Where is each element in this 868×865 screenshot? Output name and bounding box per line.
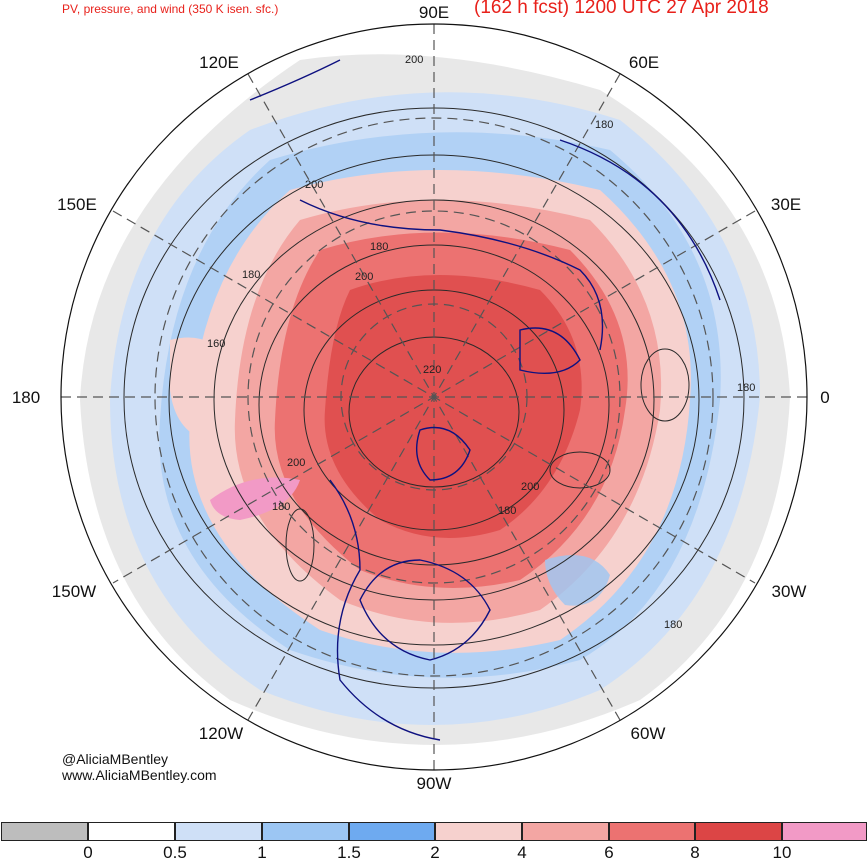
contour-label: 180 [272,501,290,513]
polar-map: 200 180 200 180 200 180 160 220 200 180 … [12,3,830,793]
contour-label: 180 [498,505,516,517]
lon-label-30w: 30W [772,582,807,601]
contour-labels: 200 180 200 180 200 180 160 220 200 180 … [207,54,755,631]
contour-label: 200 [521,481,539,493]
lon-label-60e: 60E [629,53,659,72]
legend-tick: 2 [430,843,440,862]
contour-label: 200 [287,457,305,469]
contour-label: 200 [355,271,373,283]
legend-tick: 10 [772,843,792,862]
lon-label-120w: 120W [199,724,243,743]
legend-tick: 6 [604,843,614,862]
legend-bin [782,822,867,841]
color-legend: 0 0.5 1 1.5 2 4 6 8 10 [0,820,868,865]
legend-tick: 4 [517,843,527,862]
legend-bin [88,822,175,841]
coastlines [249,59,721,741]
lon-label-120e: 120E [199,53,239,72]
legend-bin [609,822,695,841]
contour-label: 180 [664,619,682,631]
legend-bin [262,822,349,841]
legend-tick: 8 [690,843,700,862]
legend-bin [695,822,782,841]
legend-bin [435,822,522,841]
contour-label: 220 [423,364,441,376]
lon-label-90e: 90E [419,3,449,22]
legend-tick: 0.5 [163,843,187,862]
legend-tick: 1 [257,843,267,862]
lon-label-90w: 90W [417,774,452,793]
longitude-labels: 90E 60E 30E 0 30W 60W 90W 120W 150W 180 … [12,3,830,793]
legend-bin [349,822,435,841]
credit-website: www.AliciaMBentley.com [62,767,217,783]
product-title: PV, pressure, and wind (350 K isen. sfc.… [62,2,279,16]
legend-bin [1,822,88,841]
map-boundary [60,23,808,771]
map-disk: 200 180 200 180 200 180 160 220 200 180 … [61,24,807,770]
lon-label-180: 180 [12,388,40,407]
contour-label: 200 [405,54,423,66]
graticule [61,24,807,770]
contour-label: 180 [595,119,613,131]
contour-label: 160 [207,338,225,350]
lon-label-60w: 60W [631,724,666,743]
contour-label: 180 [737,382,755,394]
legend-tick: 1.5 [337,843,361,862]
valid-time-title: (162 h fcst) 1200 UTC 27 Apr 2018 [474,0,769,18]
legend-bin [175,822,262,841]
lon-label-150e: 150E [57,195,97,214]
contour-label: 200 [305,179,323,191]
lon-label-0: 0 [820,388,829,407]
lon-label-30e: 30E [771,195,801,214]
contour-label: 180 [370,241,388,253]
legend-tick: 0 [83,843,93,862]
credit-handle: @AliciaMBentley [62,751,169,767]
contour-label: 180 [242,269,260,281]
lon-label-150w: 150W [52,582,96,601]
legend-bin [522,822,609,841]
